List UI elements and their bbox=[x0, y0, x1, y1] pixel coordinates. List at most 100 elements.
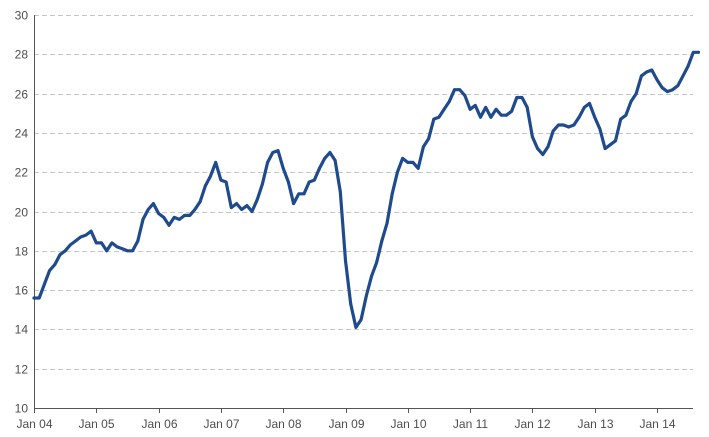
data-point bbox=[432, 117, 436, 121]
data-point bbox=[276, 149, 280, 153]
y-tick-label: 22 bbox=[15, 166, 29, 180]
x-tick-labels: Jan 04 Jan 05 Jan 06 Jan 07 Jan 08 Jan 09 Jan … bbox=[16, 417, 675, 431]
data-point bbox=[479, 115, 482, 119]
data-point bbox=[235, 202, 238, 206]
data-point bbox=[250, 210, 254, 213]
data-point bbox=[453, 88, 456, 92]
data-point bbox=[489, 115, 493, 119]
data-point bbox=[224, 180, 228, 184]
data-point bbox=[94, 241, 98, 245]
data-point bbox=[58, 253, 62, 257]
data-point bbox=[74, 239, 77, 243]
data-point bbox=[375, 261, 378, 264]
data-point bbox=[89, 229, 93, 233]
data-point bbox=[344, 259, 347, 262]
y-tick-label: 24 bbox=[15, 127, 29, 141]
data-point bbox=[146, 208, 150, 211]
y-tick-label: 26 bbox=[15, 88, 29, 102]
data-point bbox=[567, 125, 571, 129]
data-point bbox=[136, 239, 140, 243]
data-point bbox=[510, 109, 513, 113]
data-point bbox=[364, 294, 368, 298]
data-point bbox=[302, 192, 306, 196]
x-tick-label: Jan 06 bbox=[141, 417, 177, 431]
data-point bbox=[686, 64, 690, 68]
y-tick-label: 20 bbox=[15, 206, 29, 220]
data-point bbox=[650, 68, 654, 72]
data-point bbox=[219, 178, 223, 182]
data-point bbox=[660, 86, 664, 90]
y-tick-label: 30 bbox=[15, 9, 29, 23]
data-point bbox=[178, 218, 181, 221]
data-point bbox=[468, 107, 472, 111]
data-point bbox=[157, 212, 161, 215]
data-point bbox=[380, 239, 384, 243]
y-tick-label: 14 bbox=[15, 323, 29, 337]
data-point bbox=[484, 106, 488, 109]
data-point bbox=[198, 200, 202, 204]
data-point bbox=[333, 159, 337, 162]
data-point bbox=[531, 135, 534, 139]
data-point bbox=[261, 182, 264, 186]
data-point bbox=[494, 107, 498, 111]
data-point bbox=[546, 145, 550, 149]
data-point bbox=[214, 161, 218, 164]
data-point bbox=[318, 166, 321, 170]
data-point bbox=[416, 166, 420, 170]
x-tick-label: Jan 04 bbox=[16, 417, 52, 431]
y-tick-labels: 10 12 14 16 18 20 22 24 26 28 30 bbox=[15, 9, 29, 416]
data-point bbox=[598, 127, 602, 131]
data-point bbox=[562, 123, 565, 127]
data-point bbox=[354, 326, 358, 329]
y-tick-label: 10 bbox=[15, 402, 29, 416]
x-tick-label: Jan 11 bbox=[453, 417, 488, 431]
y-tick-label: 12 bbox=[15, 363, 29, 377]
data-point bbox=[120, 247, 124, 251]
data-point bbox=[172, 216, 176, 219]
data-point bbox=[43, 282, 46, 286]
data-point bbox=[162, 216, 166, 219]
data-point bbox=[655, 78, 659, 82]
data-point bbox=[447, 100, 451, 103]
data-point bbox=[608, 143, 612, 147]
data-point bbox=[255, 198, 259, 202]
data-point bbox=[229, 206, 233, 210]
data-point bbox=[614, 139, 617, 143]
data-point bbox=[292, 202, 295, 206]
data-point bbox=[126, 249, 129, 253]
data-point bbox=[645, 70, 648, 74]
data-point bbox=[359, 318, 363, 321]
data-point bbox=[323, 157, 327, 160]
data-point bbox=[515, 96, 519, 99]
data-point bbox=[287, 180, 290, 184]
data-point bbox=[593, 115, 597, 119]
data-point bbox=[557, 123, 560, 127]
data-point bbox=[68, 243, 72, 247]
data-point bbox=[396, 170, 399, 174]
data-point bbox=[297, 192, 301, 196]
y-tick-label: 28 bbox=[15, 48, 29, 62]
data-point bbox=[183, 214, 187, 217]
data-point bbox=[167, 223, 171, 227]
data-point bbox=[100, 241, 103, 245]
data-point bbox=[406, 161, 410, 164]
gridlines bbox=[34, 15, 693, 370]
data-point bbox=[79, 235, 83, 239]
data-point bbox=[536, 147, 539, 151]
data-point bbox=[37, 296, 41, 300]
data-point bbox=[131, 249, 135, 253]
data-point bbox=[629, 100, 633, 103]
data-point bbox=[105, 249, 109, 253]
data-point bbox=[390, 192, 394, 196]
data-point bbox=[681, 74, 685, 78]
data-point bbox=[473, 104, 477, 107]
data-point bbox=[385, 221, 389, 225]
data-point bbox=[624, 113, 628, 117]
x-tick-label: Jan 14 bbox=[639, 417, 675, 431]
data-point bbox=[499, 113, 503, 117]
data-point bbox=[442, 107, 446, 111]
x-tick-label: Jan 08 bbox=[265, 417, 301, 431]
data-point bbox=[411, 161, 415, 164]
data-point bbox=[328, 151, 332, 154]
data-point bbox=[541, 153, 545, 156]
